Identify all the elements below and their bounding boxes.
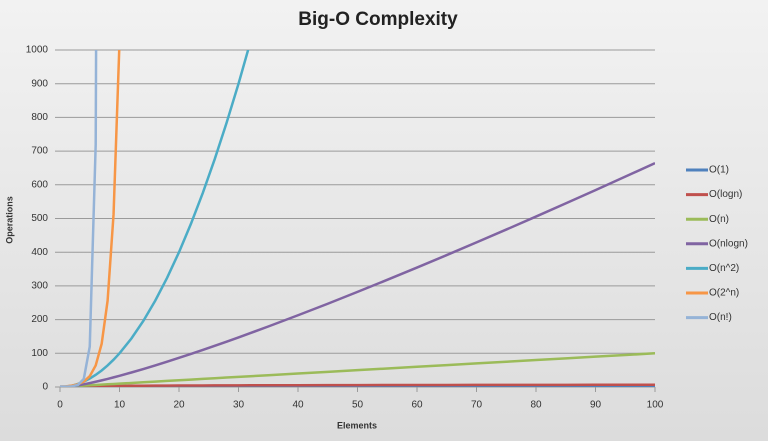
y-tick-label: 700 xyxy=(31,146,48,157)
x-tick-label: 0 xyxy=(57,400,63,411)
x-tick-label: 100 xyxy=(647,400,664,411)
y-axis-title: Operations xyxy=(4,196,14,244)
y-tick-label: 900 xyxy=(31,78,48,89)
x-tick-label: 40 xyxy=(292,400,304,411)
legend-label: O(n) xyxy=(709,214,729,225)
y-tick-label: 600 xyxy=(31,179,48,190)
legend-label: O(n^2) xyxy=(709,263,739,274)
y-tick-label: 0 xyxy=(42,382,48,393)
y-tick-label: 500 xyxy=(31,213,48,224)
legend-label: O(1) xyxy=(709,165,729,176)
x-tick-label: 90 xyxy=(590,400,602,411)
legend-label: O(logn) xyxy=(709,189,742,200)
x-tick-label: 60 xyxy=(411,400,423,411)
y-tick-label: 1000 xyxy=(26,45,49,56)
series-line xyxy=(60,50,98,387)
legend-label: O(n!) xyxy=(709,312,732,323)
x-tick-label: 50 xyxy=(352,400,364,411)
series-line xyxy=(60,352,655,387)
y-tick-label: 800 xyxy=(31,112,48,123)
y-tick-label: 200 xyxy=(31,314,48,325)
y-tick-label: 400 xyxy=(31,247,48,258)
y-tick-label: 300 xyxy=(31,281,48,292)
x-tick-label: 70 xyxy=(471,400,483,411)
legend-label: O(nlogn) xyxy=(709,238,748,249)
x-tick-label: 80 xyxy=(530,400,542,411)
series-line xyxy=(60,161,655,387)
x-tick-label: 20 xyxy=(173,400,185,411)
chart-title: Big-O Complexity xyxy=(298,9,458,30)
x-tick-label: 10 xyxy=(114,400,126,411)
x-axis-title: Elements xyxy=(337,420,377,430)
legend-label: O(2^n) xyxy=(709,288,739,299)
y-tick-label: 100 xyxy=(31,348,48,359)
x-tick-label: 30 xyxy=(233,400,245,411)
plot-area xyxy=(60,50,655,387)
